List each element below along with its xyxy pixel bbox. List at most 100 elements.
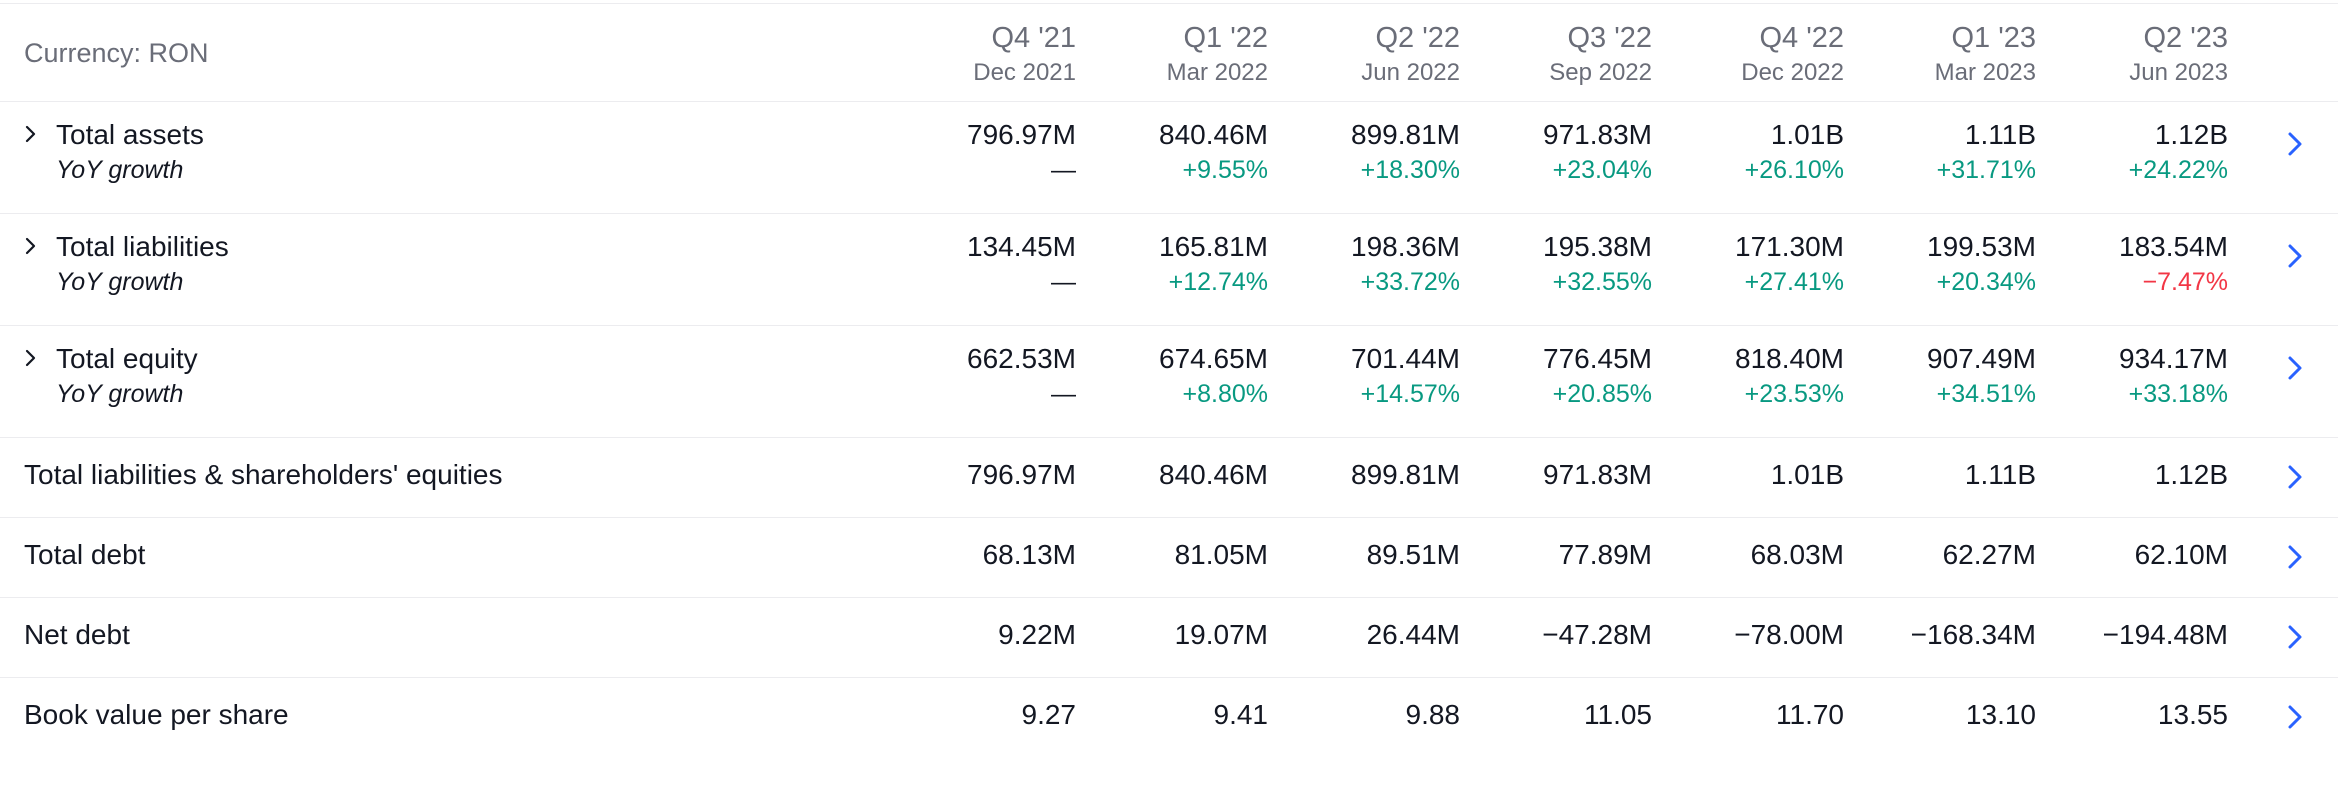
row-value: 13.55 — [2157, 699, 2228, 730]
row-value: 62.10M — [2134, 539, 2228, 570]
chevron-right-icon[interactable] — [2282, 236, 2308, 276]
yoy-growth-value: +20.34% — [1936, 268, 2036, 296]
row-value: 9.22M — [998, 619, 1076, 650]
row-title: Net debt — [24, 619, 130, 650]
yoy-growth-value: +32.55% — [1552, 268, 1652, 296]
table-row-total-assets[interactable]: Total assets YoY growth 796.97M 840.46M … — [0, 102, 2338, 214]
row-value: 1.11B — [1964, 459, 2036, 490]
row-value: −47.28M — [1542, 619, 1652, 650]
row-value: 971.83M — [1543, 459, 1652, 490]
table-row-total-equity[interactable]: Total equity YoY growth 662.53M 674.65M … — [0, 326, 2338, 438]
row-value: 171.30M — [1735, 231, 1844, 262]
row-value: 840.46M — [1159, 119, 1268, 150]
row-value: 26.44M — [1366, 619, 1460, 650]
row-subtitle: YoY growth — [56, 380, 184, 408]
chevron-right-icon[interactable] — [2282, 617, 2308, 657]
row-value: 1.01B — [1770, 119, 1844, 150]
row-value: −78.00M — [1734, 619, 1844, 650]
row-value: 1.11B — [1964, 119, 2036, 150]
row-value: 934.17M — [2119, 343, 2228, 374]
yoy-growth-value: +20.85% — [1552, 380, 1652, 408]
row-value: 674.65M — [1159, 343, 1268, 374]
chevron-right-icon[interactable] — [2282, 348, 2308, 388]
row-value: 62.27M — [1942, 539, 2036, 570]
row-value: 796.97M — [967, 119, 1076, 150]
chevron-right-icon[interactable] — [20, 235, 42, 257]
period-date: Sep 2022 — [1549, 59, 1652, 86]
chevron-right-icon[interactable] — [20, 347, 42, 369]
row-value: 77.89M — [1558, 539, 1652, 570]
row-title: Total liabilities — [56, 231, 229, 262]
chevron-right-icon[interactable] — [2282, 457, 2308, 497]
period-quarter: Q2 '23 — [2143, 22, 2228, 54]
period-quarter: Q2 '22 — [1375, 22, 1460, 54]
row-value: 971.83M — [1543, 119, 1652, 150]
top-divider — [0, 3, 2338, 4]
row-value: 13.10 — [1965, 699, 2036, 730]
row-value: 183.54M — [2119, 231, 2228, 262]
row-title: Book value per share — [24, 699, 289, 730]
yoy-growth-value: +33.18% — [2128, 380, 2228, 408]
row-value: 195.38M — [1543, 231, 1652, 262]
row-title: Total debt — [24, 539, 146, 570]
yoy-growth-value: +24.22% — [2128, 156, 2228, 184]
chevron-right-icon[interactable] — [20, 123, 42, 145]
currency-label: Currency: RON — [24, 38, 209, 68]
row-value: 796.97M — [967, 459, 1076, 490]
row-value: 11.05 — [1584, 699, 1652, 730]
row-value: 134.45M — [967, 231, 1076, 262]
row-subtitle: YoY growth — [56, 156, 184, 184]
chevron-right-icon[interactable] — [2282, 697, 2308, 737]
yoy-growth-value: +14.57% — [1360, 380, 1460, 408]
table-row-book-value-per-share[interactable]: Book value per share 9.27 9.41 9.88 11.0… — [0, 678, 2338, 757]
balance-sheet-table: Currency: RON Q4 '21 Dec 2021 Q1 '22 Mar… — [0, 4, 2338, 757]
row-value: 68.13M — [982, 539, 1076, 570]
period-quarter: Q4 '21 — [991, 22, 1076, 54]
period-date: Mar 2023 — [1934, 59, 2036, 86]
yoy-growth-value: — — [1051, 268, 1076, 296]
yoy-growth-value: +23.04% — [1552, 156, 1652, 184]
row-value: 776.45M — [1543, 343, 1652, 374]
period-quarter: Q3 '22 — [1567, 22, 1652, 54]
period-date: Dec 2021 — [973, 59, 1076, 86]
table-row-net-debt[interactable]: Net debt 9.22M 19.07M 26.44M −47.28M −78… — [0, 598, 2338, 678]
row-value: 899.81M — [1351, 119, 1460, 150]
row-value: 165.81M — [1159, 231, 1268, 262]
row-value: 81.05M — [1174, 539, 1268, 570]
row-value: 840.46M — [1159, 459, 1268, 490]
yoy-growth-value: — — [1051, 156, 1076, 184]
table-header: Currency: RON Q4 '21 Dec 2021 Q1 '22 Mar… — [0, 4, 2338, 102]
table-row-total-debt[interactable]: Total debt 68.13M 81.05M 89.51M 77.89M 6… — [0, 518, 2338, 598]
yoy-growth-value: +18.30% — [1360, 156, 1460, 184]
row-value: 68.03M — [1750, 539, 1844, 570]
row-value: 19.07M — [1174, 619, 1268, 650]
row-value: 199.53M — [1927, 231, 2036, 262]
period-quarter: Q1 '23 — [1951, 22, 2036, 54]
yoy-growth-value: +8.80% — [1182, 380, 1269, 408]
period-date: Dec 2022 — [1741, 59, 1844, 86]
period-date: Jun 2023 — [2129, 59, 2228, 86]
period-quarter: Q4 '22 — [1759, 22, 1844, 54]
row-value: 818.40M — [1735, 343, 1844, 374]
row-value: 899.81M — [1351, 459, 1460, 490]
table-row-total-liabilities-and-equities[interactable]: Total liabilities & shareholders' equiti… — [0, 438, 2338, 518]
yoy-growth-value: +33.72% — [1360, 268, 1460, 296]
row-value: 907.49M — [1927, 343, 2036, 374]
period-quarter: Q1 '22 — [1183, 22, 1268, 54]
yoy-growth-value: — — [1051, 380, 1076, 408]
row-value: 198.36M — [1351, 231, 1460, 262]
row-value: 1.12B — [2154, 119, 2228, 150]
row-title: Total equity — [56, 343, 198, 374]
row-value: 1.12B — [2154, 459, 2228, 490]
row-title: Total assets — [56, 119, 204, 150]
yoy-growth-value: +27.41% — [1744, 268, 1844, 296]
yoy-growth-value: +12.74% — [1168, 268, 1268, 296]
table-row-total-liabilities[interactable]: Total liabilities YoY growth 134.45M 165… — [0, 214, 2338, 326]
yoy-growth-value: +23.53% — [1744, 380, 1844, 408]
row-subtitle: YoY growth — [56, 268, 184, 296]
chevron-right-icon[interactable] — [2282, 537, 2308, 577]
chevron-right-icon[interactable] — [2282, 124, 2308, 164]
yoy-growth-value: +9.55% — [1182, 156, 1269, 184]
yoy-growth-value: −7.47% — [2142, 268, 2229, 296]
yoy-growth-value: +26.10% — [1744, 156, 1844, 184]
